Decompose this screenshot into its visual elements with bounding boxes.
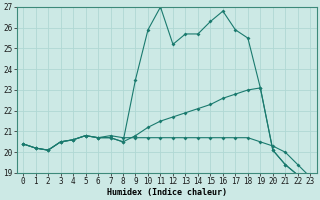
X-axis label: Humidex (Indice chaleur): Humidex (Indice chaleur) — [107, 188, 227, 197]
